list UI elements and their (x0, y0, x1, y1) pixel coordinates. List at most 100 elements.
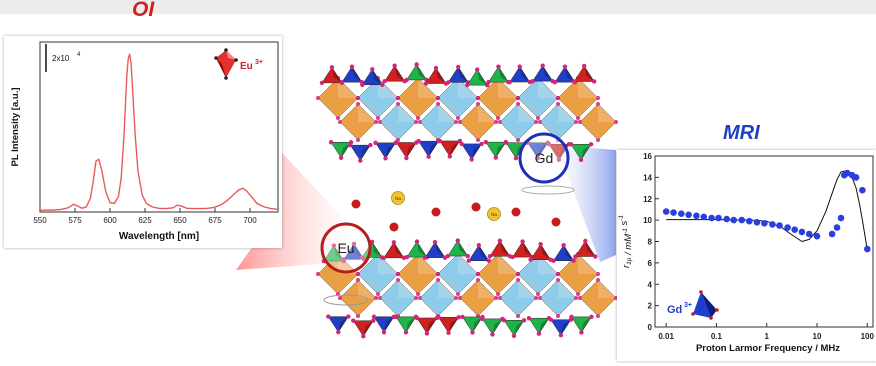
upper-layer-tetrahedron (348, 142, 373, 163)
scale-bar-label: 2x10 (52, 54, 70, 63)
mri-x-tick-label: 0.01 (658, 332, 674, 341)
mri-data-point (670, 209, 677, 216)
interlayer-oxygen (389, 222, 399, 232)
mri-data-point (813, 232, 821, 240)
lower-layer-tetrahedron (510, 239, 535, 260)
mri-data-point (864, 245, 871, 253)
pl-y-axis-label: PL Intensity [a.u.] (10, 87, 21, 166)
mri-title: MRI (723, 122, 760, 144)
mri-data-point (715, 214, 722, 222)
upper-layer-octahedron (418, 102, 458, 142)
sodium-ion (487, 207, 501, 221)
upper-layer-tetrahedron (382, 63, 407, 84)
gd-site-label: Gd (535, 150, 554, 166)
mri-x-tick-label: 100 (861, 332, 875, 341)
pl-x-tick-label: 625 (138, 216, 152, 225)
lower-layer-tetrahedron (548, 317, 574, 338)
lower-layer-octahedron (338, 278, 378, 318)
pl-plot-frame (39, 41, 279, 213)
mri-x-tick-label: 0.1 (711, 332, 723, 341)
sodium-ion-label: Na (491, 212, 497, 217)
interlayer-oxygen (511, 207, 521, 217)
relaxivity-panel: 0 2 4 6 8 10 12 14 16 0.01 0.1 1 10 100 Proton Larmor … (617, 150, 876, 361)
mri-x-tick-label: 1 (764, 332, 769, 341)
upper-layer-tetrahedron (437, 138, 463, 159)
lower-layer-tetrahedron (404, 239, 430, 260)
mri-y-tick-label: 8 (648, 238, 653, 247)
blue-beam (556, 145, 616, 262)
upper-layer-tetrahedron (465, 67, 490, 88)
upper-layer-octahedron (396, 76, 440, 120)
mri-data-point (769, 221, 776, 228)
interlayer-oxygen (471, 202, 481, 212)
mri-data-point (685, 211, 692, 219)
mri-data-point (784, 224, 791, 231)
lower-layer-tetrahedron (501, 318, 527, 338)
upper-layer-tetrahedron (416, 138, 441, 159)
upper-layer-tetrahedron (507, 64, 532, 85)
lower-layer-octahedron (396, 252, 440, 296)
sodium-ion (391, 191, 405, 205)
lower-layer-tetrahedron (569, 314, 594, 335)
gd-site-marker (518, 132, 570, 184)
eu-site-marker (320, 222, 372, 274)
eu-site-label: Eu (337, 240, 354, 256)
mri-data-point (776, 222, 783, 229)
lower-layer-octahedron (418, 278, 458, 318)
lower-layer-tetrahedron (551, 243, 576, 263)
lower-layer-tetrahedron (381, 240, 407, 261)
pl-x-tick-label: 575 (68, 216, 82, 225)
mri-data-point (761, 220, 768, 227)
lower-layer-tetrahedron (480, 316, 505, 337)
lower-layer-tetrahedron (371, 314, 397, 335)
upper-layer-octahedron (516, 76, 560, 120)
lower-layer-tetrahedron (393, 314, 419, 335)
mri-y-tick-label: 2 (648, 302, 653, 311)
pl-x-tick-label: 550 (33, 216, 47, 225)
pl-spectrum-chart: 550 575 600 625 650 675 700 Wavelength [nm] PL I… (10, 41, 279, 242)
eu-tetrahedron-icon (214, 48, 238, 80)
upper-layer-tetrahedron (339, 64, 365, 85)
upper-layer-tetrahedron (404, 62, 429, 83)
upper-layer-tetrahedron (446, 64, 471, 85)
upper-layer-octahedron (458, 102, 498, 142)
mri-y-axis-label: r1p / mM-1 s-1 (618, 215, 634, 268)
upper-layer-tetrahedron (568, 142, 594, 163)
optical-imaging-title: OI (132, 0, 155, 21)
lower-layer-tetrahedron (436, 315, 461, 336)
upper-layer-octahedron (556, 76, 600, 120)
upper-layer-tetrahedron (571, 63, 597, 84)
lower-layer-tetrahedron (526, 315, 552, 336)
eu-legend-charge: 3+ (255, 59, 263, 66)
mri-y-tick-label: 14 (643, 173, 652, 182)
lower-layer-octahedron (378, 278, 418, 318)
interlayer-oxygen (351, 199, 361, 209)
pl-spectrum-panel: 550 575 600 625 650 675 700 Wavelength [nm] PL I… (4, 36, 282, 248)
mri-x-axis-label: Proton Larmor Frequency / MHz (696, 343, 840, 354)
lower-layer-octahedron (458, 278, 498, 318)
mri-data-point (791, 226, 798, 233)
upper-layer-tetrahedron (459, 141, 484, 162)
eu-legend-label: Eu (240, 61, 253, 72)
lower-layer-tetrahedron (466, 243, 492, 263)
pl-x-tick-label: 700 (243, 216, 257, 225)
mri-y-tick-label: 16 (643, 152, 652, 161)
mri-data-point (805, 230, 813, 238)
mri-data-point (693, 212, 700, 220)
mri-data-point (852, 174, 860, 181)
mri-data-point (700, 213, 708, 221)
lower-layer-tetrahedron (487, 238, 513, 259)
upper-layer-tetrahedron (486, 64, 511, 85)
eu-orbit-ring (323, 294, 369, 306)
upper-layer-tetrahedron (360, 67, 385, 87)
upper-layer-octahedron (498, 102, 538, 142)
upper-layer-octahedron (476, 76, 520, 120)
pl-x-tick-label: 675 (208, 216, 222, 225)
lower-layer-tetrahedron (422, 239, 448, 260)
mri-data-point (662, 208, 670, 215)
mri-data-point (798, 228, 806, 236)
mri-data-point (837, 214, 845, 222)
mri-y-tick-label: 4 (648, 280, 653, 289)
lower-layer-tetrahedron (414, 315, 440, 336)
mri-y-tick-label: 10 (643, 216, 652, 225)
